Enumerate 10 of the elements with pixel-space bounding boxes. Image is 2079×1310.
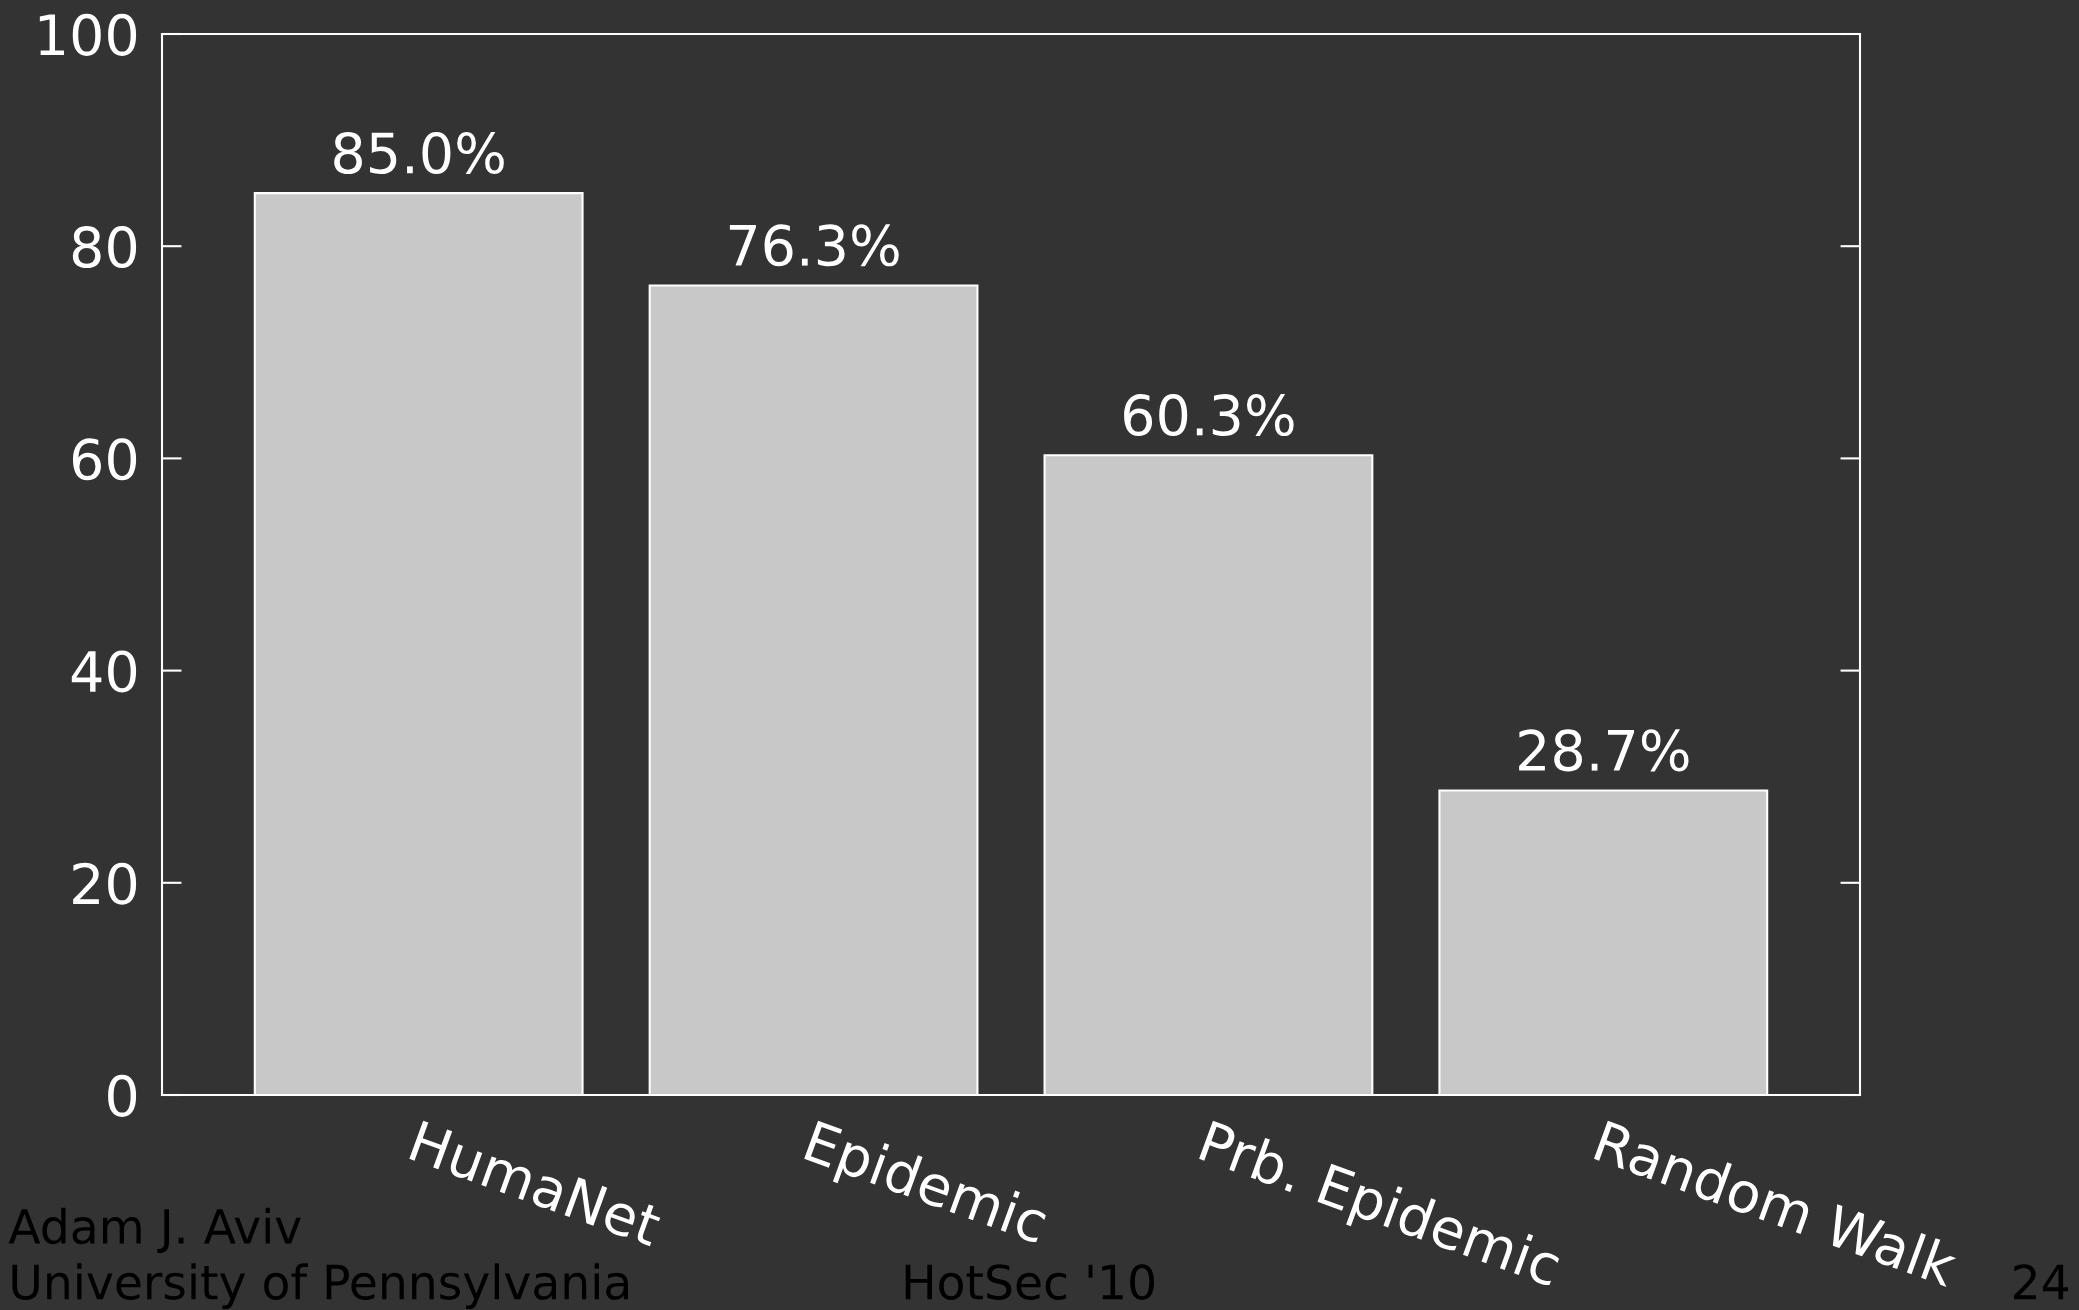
data-label: 76.3% bbox=[729, 224, 899, 267]
data-label: 85.0% bbox=[334, 132, 504, 175]
y-tick-label: 0 bbox=[108, 1074, 137, 1117]
y-tick-label: 60 bbox=[72, 438, 137, 481]
data-label: 28.7% bbox=[1519, 729, 1689, 772]
y-tick-label: 40 bbox=[71, 650, 137, 693]
data-label: 60.3% bbox=[1124, 394, 1294, 437]
y-tick-label: 80 bbox=[72, 226, 137, 269]
y-tick-label: 100 bbox=[39, 13, 137, 56]
y-tick-label: 20 bbox=[73, 862, 137, 905]
